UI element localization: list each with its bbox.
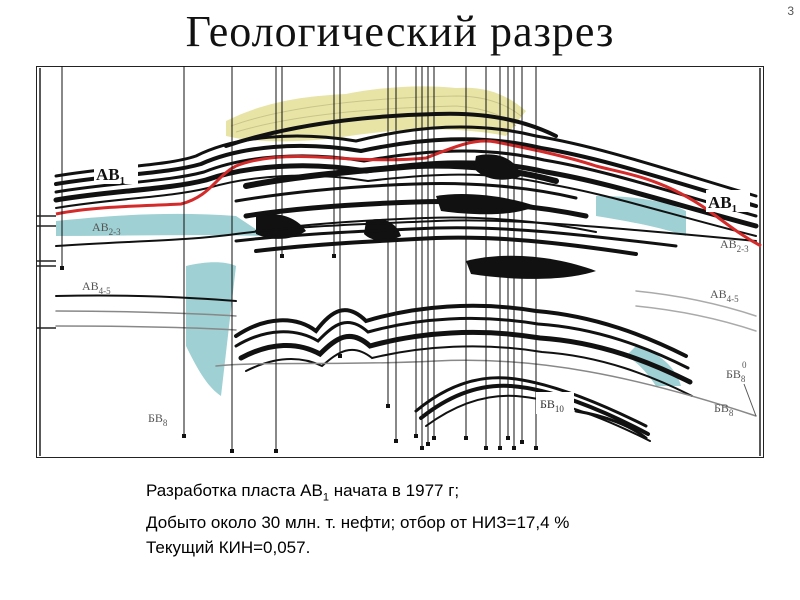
well-bottom-markers (60, 254, 538, 453)
deep-strata (414, 376, 651, 442)
depth-ticks (36, 215, 56, 329)
water-zone-right-upper (596, 196, 686, 236)
label-ab23-left: АВ2-3 (92, 220, 121, 237)
caption-line-2: Добыто около 30 млн. т. нефти; отбор от … (146, 513, 570, 533)
label-ab23-right: АВ2-3 (720, 237, 749, 254)
label-bv8-right: БВ8 (714, 401, 734, 418)
label-bv8-left: БВ8 (148, 411, 168, 428)
slide-title: Геологический разрез (185, 7, 615, 56)
caption: Разработка пласта АВ1 начата в 1977 г; Д… (146, 478, 569, 560)
caption-line-3: Текущий КИН=0,057. (146, 538, 311, 558)
caption-line-1: Разработка пласта АВ1 начата в 1977 г; (146, 481, 460, 504)
label-ab45-right: АВ4-5 (710, 287, 739, 304)
label-bv8-0: БВ8 (726, 367, 746, 384)
reservoir-bodies (256, 154, 596, 279)
label-ab1-left: АВ1 (96, 165, 125, 187)
middle-strata (55, 219, 757, 332)
upper-strata (53, 111, 759, 237)
slide-number: 3 (787, 4, 794, 18)
label-bv10: БВ10 (540, 397, 564, 414)
gas-cap-lines (230, 95, 522, 133)
oil-contour-line (55, 139, 762, 248)
label-ab1-right: АВ1 (708, 193, 737, 215)
geological-section: АВ1 АВ1 АВ2-3 АВ2-3 АВ4-5 АВ4-5 БВ8 БВ8 … (36, 66, 764, 458)
label-bv8-0-leader (743, 383, 757, 417)
well-lines (61, 66, 537, 451)
label-backgrounds (94, 162, 750, 414)
water-zone-left-upper (56, 213, 266, 236)
label-bv8-0-superscript: 0 (742, 360, 747, 370)
lower-strata (215, 303, 757, 417)
label-ab45-left: АВ4-5 (82, 279, 111, 296)
